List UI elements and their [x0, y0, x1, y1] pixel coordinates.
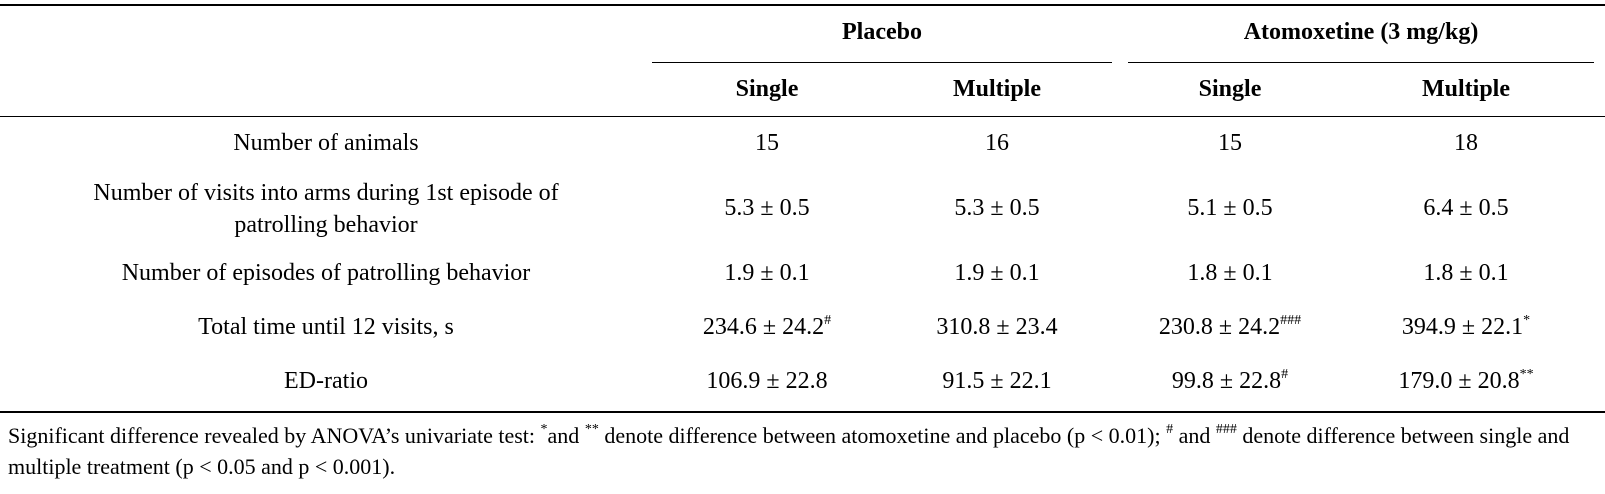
table-cell: 15: [1218, 130, 1242, 156]
subheader-atomoxetine-multiple: Multiple: [1422, 76, 1510, 102]
footnote-text: and: [547, 423, 585, 448]
table-cell: 5.3 ± 0.5: [724, 195, 810, 221]
footnote-text: Significant difference revealed by ANOVA…: [8, 423, 541, 448]
placebo-group-rule: [652, 62, 1112, 63]
table-footnote: Significant difference revealed by ANOVA…: [8, 420, 1598, 482]
group-header-atomoxetine: Atomoxetine (3 mg/kg): [1243, 19, 1479, 45]
footnote-mark: ###: [1215, 422, 1237, 437]
subheader-atomoxetine-single: Single: [1198, 76, 1262, 102]
footnote-mark: **: [584, 422, 599, 437]
table-cell: 179.0 ± 20.8**: [1398, 367, 1534, 395]
table-cell: 6.4 ± 0.5: [1423, 195, 1509, 221]
table-top-rule: [0, 4, 1605, 6]
table-cell: 5.3 ± 0.5: [954, 195, 1040, 221]
row-label-number-of-animals: Number of animals: [233, 130, 419, 156]
atomoxetine-group-rule: [1128, 62, 1594, 63]
table-cell: 230.8 ± 24.2###: [1158, 313, 1302, 341]
table-cell: 1.8 ± 0.1: [1187, 260, 1273, 286]
footnote-mark: #: [1166, 422, 1174, 437]
table-cell: 99.8 ± 22.8#: [1171, 367, 1289, 395]
table-cell: 394.9 ± 22.1*: [1401, 313, 1531, 341]
table-cell: 1.8 ± 0.1: [1423, 260, 1509, 286]
footnote-mark: *: [540, 422, 548, 437]
header-bottom-rule: [0, 116, 1605, 117]
footnote-text: denote difference between single and mul…: [8, 423, 1570, 479]
footnote-text: and: [1173, 423, 1216, 448]
row-label-total-time: Total time until 12 visits, s: [198, 314, 454, 340]
group-header-placebo: Placebo: [842, 19, 922, 45]
table-cell: 1.9 ± 0.1: [954, 260, 1040, 286]
table-cell: 106.9 ± 22.8: [706, 368, 828, 394]
table-cell: 310.8 ± 23.4: [936, 314, 1058, 340]
subheader-placebo-single: Single: [735, 76, 799, 102]
table-cell: 234.6 ± 24.2#: [702, 313, 832, 341]
table-cell: 18: [1454, 130, 1478, 156]
table-cell: 5.1 ± 0.5: [1187, 195, 1273, 221]
table-cell: 91.5 ± 22.1: [942, 368, 1052, 394]
table-cell: 15: [755, 130, 779, 156]
table-cell: 1.9 ± 0.1: [724, 260, 810, 286]
subheader-placebo-multiple: Multiple: [953, 76, 1041, 102]
table-bottom-rule: [0, 411, 1605, 413]
row-label-episodes-patrolling: Number of episodes of patrolling behavio…: [121, 260, 531, 286]
row-label-visits-first-episode: Number of visits into arms during 1st ep…: [93, 180, 559, 238]
table-cell: 16: [985, 130, 1009, 156]
row-label-ed-ratio: ED-ratio: [284, 368, 368, 394]
footnote-text: denote difference between atomoxetine an…: [598, 423, 1167, 448]
